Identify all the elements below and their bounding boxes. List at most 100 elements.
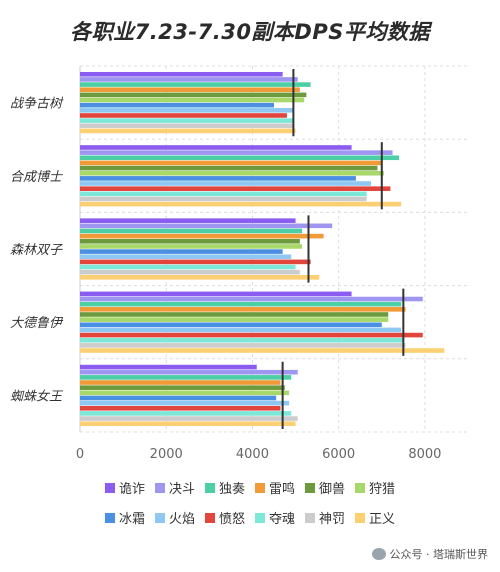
legend-label: 决斗 <box>168 482 195 497</box>
bar <box>80 186 391 191</box>
legend-item: 决斗 <box>154 478 195 497</box>
average-markers-layer <box>281 68 405 430</box>
bar <box>80 296 423 302</box>
bar <box>80 380 281 385</box>
legend-swatch <box>154 512 165 523</box>
legend-swatch <box>355 512 366 523</box>
legend-item: 独奏 <box>204 478 245 497</box>
bar <box>80 201 402 207</box>
bar <box>80 411 292 416</box>
legend-label: 夺魂 <box>269 512 296 527</box>
bar <box>80 181 371 186</box>
tick-labels-layer: 0 2000 4000 6000 8000 <box>76 447 442 462</box>
bar <box>80 150 393 155</box>
bar <box>80 332 423 338</box>
legend-swatch <box>355 482 366 493</box>
bar <box>80 165 378 171</box>
bar <box>80 87 300 93</box>
bar <box>80 233 324 239</box>
category-label: 大德鲁伊 <box>10 316 64 331</box>
bar <box>80 145 352 150</box>
legend-item: 诡诈 <box>104 478 145 497</box>
bar <box>80 307 406 312</box>
bar <box>80 385 285 390</box>
bar <box>80 369 298 375</box>
bar <box>80 113 287 118</box>
category-label: 战争古树 <box>10 97 64 112</box>
legend-swatch <box>255 512 265 523</box>
bar <box>80 275 320 280</box>
bar <box>80 322 382 328</box>
bar <box>80 228 303 234</box>
bar <box>80 128 296 134</box>
legend-row-2: 冰霜 火焰 愤怒 夺魂 神罚 正义 <box>0 508 500 527</box>
bar <box>80 82 311 87</box>
x-tick-label: 8000 <box>408 447 441 462</box>
bar <box>80 176 356 181</box>
bar <box>80 364 257 370</box>
x-tick-label: 6000 <box>322 447 355 462</box>
legend-item: 夺魂 <box>255 508 295 527</box>
watermark: 公众号 · 塔瑞斯世界 <box>371 546 488 562</box>
bar <box>80 170 384 176</box>
legend-swatch <box>204 482 215 493</box>
legend-swatch <box>154 482 165 493</box>
bar <box>80 259 311 265</box>
bar <box>80 254 292 260</box>
bar <box>80 375 292 380</box>
bar <box>80 71 283 77</box>
legend-item: 正义 <box>355 508 395 527</box>
legend-item: 御兽 <box>305 478 345 497</box>
legend-swatch <box>305 482 316 493</box>
legend-swatch <box>104 482 115 493</box>
bar <box>80 312 389 317</box>
bar <box>80 196 367 202</box>
bar <box>80 264 296 270</box>
legend-item: 神罚 <box>305 508 345 527</box>
category-label: 合成博士 <box>10 170 64 185</box>
bar <box>80 118 294 123</box>
legend-label: 雷鸣 <box>269 482 296 497</box>
legend-item: 雷鸣 <box>255 478 295 497</box>
legend-item: 冰霜 <box>104 508 145 527</box>
bar <box>80 395 277 401</box>
bar <box>80 223 333 229</box>
legend-label: 诡诈 <box>118 482 145 497</box>
legend-label: 独奏 <box>218 482 245 497</box>
x-tick-label: 2000 <box>150 447 183 462</box>
bar <box>80 218 296 223</box>
chart-title: 各职业7.23-7.30副本DPS平均数据 <box>70 20 430 44</box>
legend-label: 神罚 <box>319 512 346 527</box>
bar <box>80 191 367 197</box>
bar <box>80 301 402 307</box>
x-tick-label: 4000 <box>236 447 269 462</box>
wechat-icon <box>371 548 386 560</box>
bar <box>80 108 294 113</box>
bar <box>80 421 296 427</box>
bar <box>80 155 400 161</box>
category-label: 森林双子 <box>10 243 63 258</box>
bar <box>80 97 305 103</box>
bar <box>80 416 298 421</box>
bar <box>80 123 294 129</box>
bar <box>80 327 402 333</box>
bar <box>80 160 382 166</box>
bar <box>80 238 300 244</box>
legend-row-1: 诡诈 决斗 独奏 雷鸣 御兽 狩猎 <box>0 478 500 497</box>
bar <box>80 244 303 249</box>
bar <box>80 343 406 348</box>
legend-item: 愤怒 <box>204 508 245 527</box>
category-label: 蜘蛛女王 <box>10 388 64 404</box>
legend-swatch <box>104 512 115 523</box>
legend-label: 狩猎 <box>369 482 396 497</box>
bar <box>80 269 300 275</box>
bar <box>80 337 404 343</box>
bar <box>80 92 307 98</box>
bar <box>80 405 281 411</box>
legend-item: 狩猎 <box>355 478 395 497</box>
bar <box>80 348 445 353</box>
bar <box>80 291 352 297</box>
bar <box>80 77 298 82</box>
x-tick-label: 0 <box>76 447 84 462</box>
